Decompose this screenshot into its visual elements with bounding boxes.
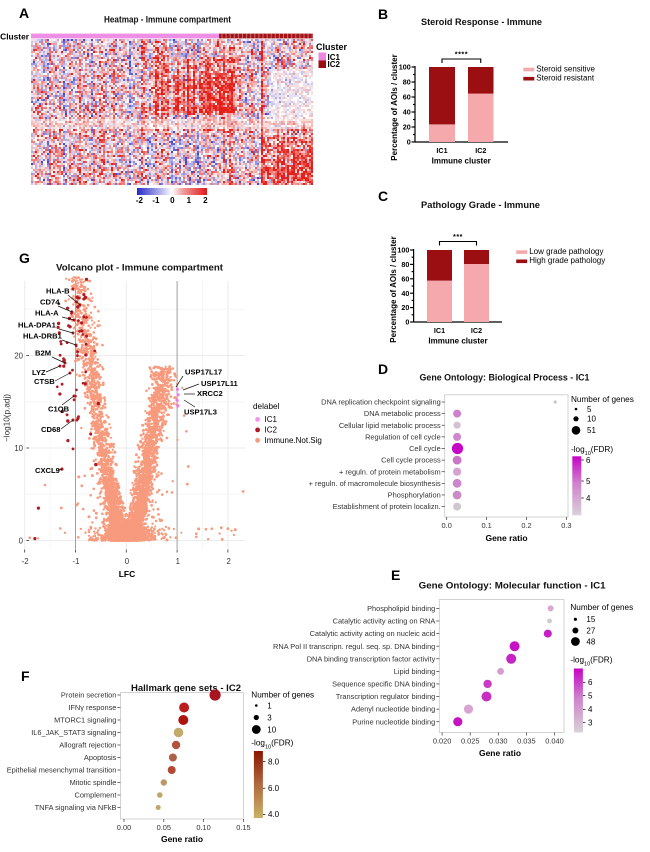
svg-text:Low grade pathology: Low grade pathology: [529, 247, 603, 256]
svg-text:C: C: [378, 188, 388, 204]
svg-text:60: 60: [401, 274, 409, 283]
svg-text:0: 0: [405, 318, 409, 327]
svg-text:20: 20: [401, 303, 409, 312]
svg-text:Volcano plot - Immune compartm: Volcano plot - Immune compartment: [56, 263, 223, 273]
svg-text:40: 40: [403, 108, 411, 117]
svg-text:Cluster: Cluster: [316, 42, 348, 52]
svg-text:****: ****: [455, 50, 468, 59]
svg-text:80: 80: [401, 260, 409, 269]
svg-text:1: 1: [187, 196, 192, 205]
svg-text:***: ***: [453, 232, 463, 241]
svg-text:Heatmap - Immune compartment: Heatmap - Immune compartment: [104, 15, 231, 25]
svg-text:Steroid sensitive: Steroid sensitive: [536, 64, 595, 73]
svg-text:-1: -1: [152, 196, 160, 205]
svg-text:Pathology Grade - Immune: Pathology Grade - Immune: [421, 200, 540, 210]
svg-text:0: 0: [170, 196, 175, 205]
svg-text:IC1: IC1: [436, 146, 447, 155]
svg-text:40: 40: [401, 289, 409, 298]
svg-text:60: 60: [403, 93, 411, 102]
svg-text:100: 100: [399, 63, 411, 72]
svg-text:-2: -2: [136, 196, 144, 205]
svg-text:IC2: IC2: [328, 60, 341, 69]
svg-text:Percentage of AOIs / cluster: Percentage of AOIs / cluster: [390, 54, 399, 160]
svg-text:Immune cluster: Immune cluster: [428, 337, 487, 346]
svg-text:80: 80: [403, 78, 411, 87]
svg-text:High grade pathology: High grade pathology: [529, 256, 605, 265]
svg-text:Cluster: Cluster: [0, 31, 30, 41]
svg-text:IC2: IC2: [475, 146, 486, 155]
svg-text:0: 0: [407, 138, 411, 147]
svg-text:−log10(p.adj): −log10(p.adj): [3, 394, 12, 442]
svg-text:Immune cluster: Immune cluster: [432, 157, 491, 166]
svg-text:100: 100: [397, 246, 409, 255]
svg-text:20: 20: [403, 123, 411, 132]
svg-text:Steroid Response - Immune: Steroid Response - Immune: [421, 17, 542, 27]
svg-text:A: A: [19, 5, 29, 21]
svg-text:2: 2: [203, 196, 208, 205]
svg-text:IC2: IC2: [471, 326, 482, 335]
svg-text:G: G: [19, 250, 30, 266]
svg-text:Steroid resistant: Steroid resistant: [536, 74, 595, 83]
svg-text:B: B: [378, 6, 388, 22]
svg-text:IC1: IC1: [434, 326, 445, 335]
